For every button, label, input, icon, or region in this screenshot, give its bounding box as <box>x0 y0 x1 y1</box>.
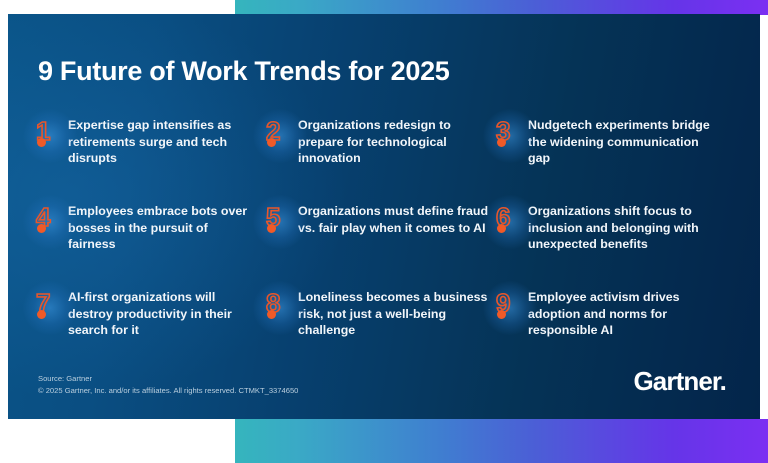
trend-number: 8 <box>265 288 281 318</box>
trend-item: 4 Employees embrace bots over bosses in … <box>23 195 266 289</box>
trend-number: 2 <box>265 116 281 146</box>
footer-copyright: © 2025 Gartner, Inc. and/or its affiliat… <box>38 386 299 396</box>
trend-text: Employees embrace bots over bosses in th… <box>68 204 248 251</box>
dot-icon <box>497 224 506 233</box>
trend-number-badge: 6 <box>483 195 537 249</box>
trend-text: Loneliness becomes a business risk, not … <box>298 290 488 337</box>
top-accent-band <box>0 0 768 15</box>
dot-icon <box>267 310 276 319</box>
trend-item: 7 AI-first organizations will destroy pr… <box>23 281 266 375</box>
dot-icon <box>37 224 46 233</box>
trend-text: Nudgetech experiments bridge the widenin… <box>528 118 710 165</box>
dot-icon <box>497 138 506 147</box>
glow-icon <box>253 281 307 335</box>
bottom-accent-band <box>0 419 768 463</box>
trend-text: Organizations must define fraud vs. fair… <box>298 204 489 235</box>
glow-icon <box>23 281 77 335</box>
trend-number: 6 <box>495 202 511 232</box>
trend-text: Organizations redesign to prepare for te… <box>298 118 451 165</box>
trend-text: AI-first organizations will destroy prod… <box>68 290 232 337</box>
dot-icon <box>497 310 506 319</box>
glow-icon <box>23 109 77 163</box>
glow-icon <box>483 195 537 249</box>
trend-number-badge: 8 <box>253 281 307 335</box>
trend-number-badge: 5 <box>253 195 307 249</box>
bottom-band-white-segment <box>0 419 235 463</box>
trend-number: 3 <box>495 116 511 146</box>
trend-number: 9 <box>495 288 511 318</box>
trend-number-badge: 9 <box>483 281 537 335</box>
trend-item: 8 Loneliness becomes a business risk, no… <box>253 281 496 375</box>
gartner-logo: Gartner. <box>633 366 726 396</box>
glow-icon <box>23 195 77 249</box>
glow-icon <box>483 281 537 335</box>
dot-icon <box>267 224 276 233</box>
trend-item: 9 Employee activism drives adoption and … <box>483 281 726 375</box>
dot-icon <box>37 310 46 319</box>
trend-number-badge: 1 <box>23 109 77 163</box>
bottom-band-gradient-segment <box>235 419 768 463</box>
trend-item: 5 Organizations must define fraud vs. fa… <box>253 195 496 289</box>
trend-number: 7 <box>35 288 51 318</box>
glow-icon <box>253 195 307 249</box>
dot-icon <box>267 138 276 147</box>
trends-grid: 1 Expertise gap intensifies as retiremen… <box>23 109 736 375</box>
trend-item: 6 Organizations shift focus to inclusion… <box>483 195 726 289</box>
glow-icon <box>483 109 537 163</box>
trend-item: 3 Nudgetech experiments bridge the widen… <box>483 109 726 203</box>
dot-icon <box>37 138 46 147</box>
trend-text: Expertise gap intensifies as retirements… <box>68 118 232 165</box>
top-band-gradient-segment <box>235 0 768 15</box>
infographic-card: 9 Future of Work Trends for 2025 1 Exper… <box>8 14 760 419</box>
footer-attribution: Source: Gartner © 2025 Gartner, Inc. and… <box>38 373 298 397</box>
trend-number: 1 <box>35 116 51 146</box>
trend-number-badge: 4 <box>23 195 77 249</box>
trend-item: 1 Expertise gap intensifies as retiremen… <box>23 109 266 203</box>
trend-text: Employee activism drives adoption and no… <box>528 290 680 337</box>
trend-number-badge: 7 <box>23 281 77 335</box>
trend-number: 4 <box>35 202 51 232</box>
footer-source: Source: Gartner <box>38 374 93 384</box>
trend-number-badge: 2 <box>253 109 307 163</box>
glow-icon <box>253 109 307 163</box>
trend-number-badge: 3 <box>483 109 537 163</box>
page-title: 9 Future of Work Trends for 2025 <box>38 56 450 86</box>
trend-text: Organizations shift focus to inclusion a… <box>528 204 699 251</box>
trend-item: 2 Organizations redesign to prepare for … <box>253 109 496 203</box>
top-band-white-segment <box>0 0 235 15</box>
trend-number: 5 <box>265 202 281 232</box>
